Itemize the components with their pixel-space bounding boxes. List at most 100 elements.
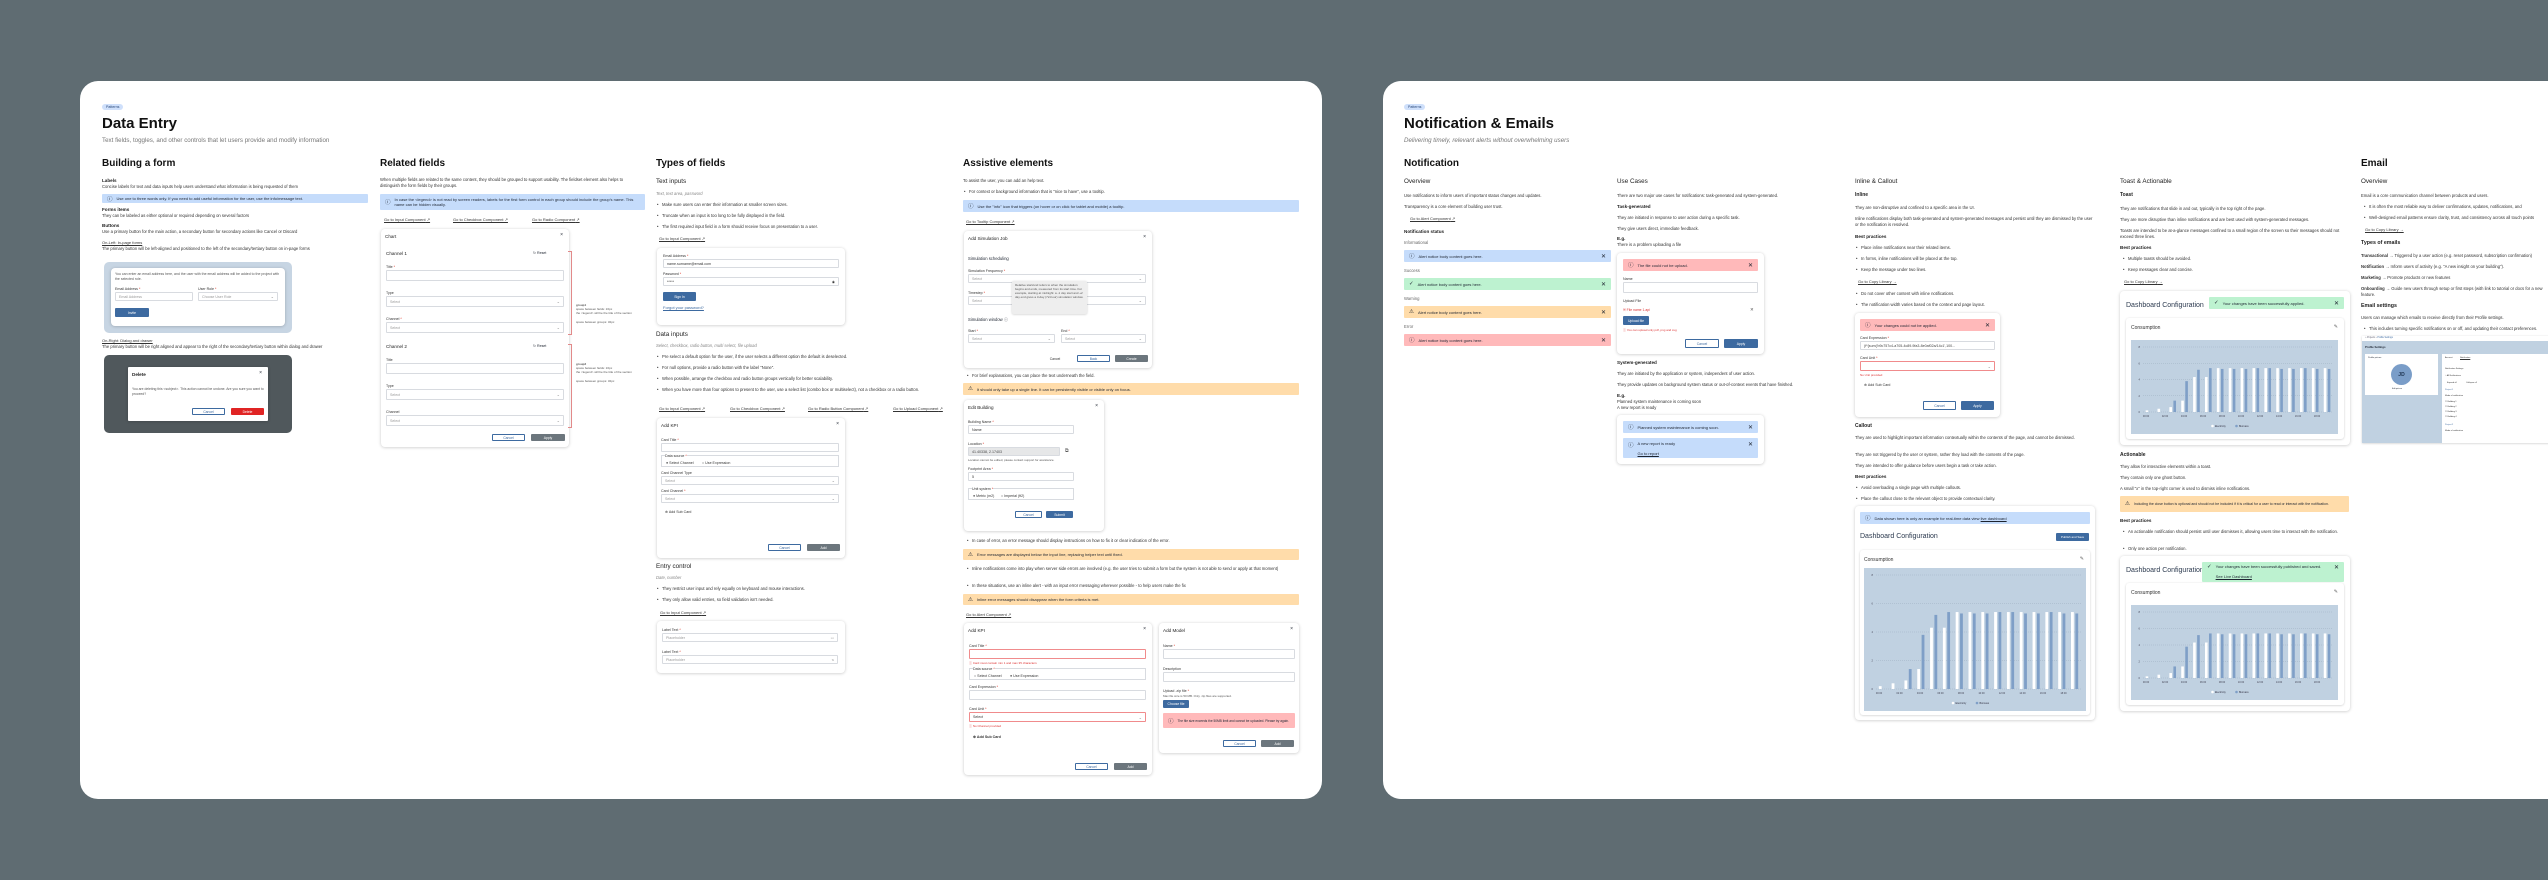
cancel-button[interactable]: Cancel bbox=[492, 434, 525, 441]
collapse-all-button[interactable]: Collapse all bbox=[2466, 382, 2477, 384]
add-button[interactable]: Add bbox=[1261, 740, 1294, 747]
password-input[interactable]: ***** ◉ bbox=[663, 277, 839, 286]
field-input[interactable]: Select bbox=[386, 296, 564, 307]
sign-in-button[interactable]: Sign In bbox=[663, 292, 696, 301]
copy-library-link[interactable]: Go to Copy Library → bbox=[2365, 227, 2404, 232]
publish-save-button[interactable]: Publish and Save bbox=[2056, 533, 2089, 541]
close-icon[interactable]: × bbox=[1095, 403, 1098, 409]
radio-component-link[interactable]: Go to Radio Button Component ↗ bbox=[808, 406, 869, 411]
channel-select[interactable]: Select bbox=[661, 494, 839, 503]
close-icon[interactable]: × bbox=[1143, 234, 1146, 240]
upload-file-button[interactable]: Upload file bbox=[1623, 316, 1649, 325]
add-button[interactable]: Add bbox=[807, 544, 840, 551]
stepper-icon[interactable]: ⇅ bbox=[831, 657, 834, 662]
input-component-link[interactable]: Go to Input Component ↗ bbox=[660, 610, 707, 615]
go-to-report-link[interactable]: Go to report bbox=[1637, 451, 1659, 456]
upload-component-link[interactable]: Go to Upload Component ↗ bbox=[893, 406, 943, 411]
apply-button[interactable]: Apply bbox=[1724, 339, 1758, 348]
cancel-button[interactable]: Cancel bbox=[1685, 339, 1719, 348]
cancel-button[interactable]: Cancel bbox=[1923, 401, 1956, 410]
expand-all-button[interactable]: Expand all bbox=[2447, 382, 2457, 384]
reset-button[interactable]: ↻ Reset bbox=[533, 251, 547, 255]
tab-account[interactable]: Account bbox=[2445, 357, 2453, 359]
tooltip-component-link[interactable]: Go to Tooltip Component ↗ bbox=[966, 219, 1015, 224]
card-title-input[interactable] bbox=[661, 443, 839, 452]
add-sub-card-button[interactable]: ⊕ Add Sub Card bbox=[973, 735, 1001, 739]
close-icon[interactable]: × bbox=[836, 421, 839, 427]
end-select[interactable]: Select bbox=[1061, 334, 1146, 343]
close-icon[interactable]: × bbox=[1143, 626, 1146, 632]
radio-metric[interactable]: ● Metric (m2) bbox=[973, 494, 995, 498]
close-icon[interactable]: ✕ bbox=[1600, 253, 1606, 260]
field-input[interactable]: Select bbox=[386, 322, 564, 333]
description-input[interactable] bbox=[1163, 672, 1295, 682]
edit-icon[interactable]: ✎ bbox=[2079, 556, 2084, 562]
role-select[interactable]: Choose User Role bbox=[198, 292, 278, 301]
close-icon[interactable]: ✕ bbox=[1600, 309, 1606, 316]
name-input[interactable] bbox=[1163, 649, 1295, 659]
copy-library-link[interactable]: Go to Copy Library → bbox=[1858, 279, 1897, 284]
calendar-icon[interactable]: ▭ bbox=[830, 635, 834, 640]
alert-component-link[interactable]: Go to Alert Component ↗ bbox=[1410, 216, 1456, 221]
radio-use-expression[interactable]: ● Use Expression bbox=[1010, 674, 1039, 678]
email-input[interactable]: name.surname@email.com bbox=[663, 259, 839, 268]
checkbox[interactable]: ☐ Building 1 bbox=[2445, 401, 2457, 403]
name-input[interactable] bbox=[1623, 282, 1758, 293]
edit-icon[interactable]: ✎ bbox=[2333, 324, 2338, 330]
radio-component-link[interactable]: Go to Radio Component ↗ bbox=[532, 217, 580, 222]
add-sub-card-button[interactable]: ⊕ Add Sub Card bbox=[1864, 383, 1891, 387]
on-left-link[interactable]: On-Left: In-page forms bbox=[102, 240, 143, 245]
close-icon[interactable]: × bbox=[1290, 626, 1293, 632]
input-component-link[interactable]: Go to Input Component ↗ bbox=[384, 217, 431, 222]
checkbox-component-link[interactable]: Go to Checkbox Component ↗ bbox=[453, 217, 508, 222]
field-input[interactable]: Select bbox=[386, 389, 564, 400]
input-component-link[interactable]: Go to Input Component ↗ bbox=[659, 236, 706, 241]
close-icon[interactable]: ✕ bbox=[1600, 337, 1606, 344]
choose-file-button[interactable]: Choose file bbox=[1163, 700, 1189, 708]
date-input[interactable]: Placeholder ▭ bbox=[662, 633, 838, 642]
close-icon[interactable]: × bbox=[259, 370, 262, 376]
edit-picture-link[interactable]: Edit picture bbox=[2392, 388, 2403, 390]
add-sub-card-button[interactable]: ⊕ Add Sub Card bbox=[665, 510, 692, 514]
radio-select-channel[interactable]: ● Select Channel bbox=[666, 461, 694, 465]
close-icon[interactable]: ✕ bbox=[2333, 565, 2339, 571]
on-right-link[interactable]: On-Right: Dialog and drawer bbox=[102, 338, 153, 343]
cancel-button[interactable]: Cancel bbox=[1223, 740, 1256, 747]
cancel-button[interactable]: Cancel bbox=[1015, 511, 1042, 518]
close-icon[interactable]: ✕ bbox=[2333, 300, 2339, 307]
invite-button[interactable]: Invite bbox=[115, 308, 149, 317]
reset-button[interactable]: ↻ Reset bbox=[533, 344, 547, 348]
cancel-button[interactable]: Cancel bbox=[192, 408, 225, 415]
checkbox[interactable]: ☐ Building 4 bbox=[2445, 416, 2457, 418]
close-icon[interactable]: ✕ bbox=[1747, 442, 1753, 448]
close-icon[interactable]: × bbox=[560, 232, 563, 238]
card-unit-select[interactable] bbox=[1860, 361, 1995, 371]
cancel-button[interactable]: Cancel bbox=[1049, 356, 1061, 361]
card-unit-select[interactable]: Select bbox=[969, 712, 1146, 722]
submit-button[interactable]: Submit bbox=[1046, 511, 1073, 518]
channel-type-select[interactable]: Select bbox=[661, 476, 839, 485]
building-name-input[interactable]: Name bbox=[968, 425, 1074, 434]
checkbox[interactable]: ☐ Building 2 bbox=[2445, 406, 2457, 408]
cancel-button[interactable]: Cancel bbox=[1075, 763, 1108, 770]
eye-icon[interactable]: ◉ bbox=[831, 279, 835, 284]
remove-file-icon[interactable]: ✕ bbox=[1750, 307, 1754, 312]
copy-icon[interactable]: ⧉ bbox=[1065, 448, 1069, 454]
alert-component-link[interactable]: Go to Alert Component ↗ bbox=[966, 612, 1012, 617]
live-dashboard-link[interactable]: live dashboard bbox=[1980, 515, 2007, 521]
all-notifications-toggle[interactable]: ○ All Notifications bbox=[2445, 375, 2461, 377]
close-icon[interactable]: ✕ bbox=[1600, 281, 1606, 288]
card-title-input[interactable] bbox=[969, 649, 1146, 659]
apply-button[interactable]: Apply bbox=[531, 434, 565, 441]
forgot-password-link[interactable]: Forgot your password? bbox=[663, 305, 704, 310]
tab-notification[interactable]: Notification bbox=[2460, 357, 2471, 359]
back-button[interactable]: Back bbox=[1077, 355, 1110, 362]
create-button[interactable]: Create bbox=[1115, 355, 1148, 362]
field-input[interactable] bbox=[386, 363, 564, 374]
field-input[interactable]: Select bbox=[386, 415, 564, 426]
radio-imperial[interactable]: ○ Imperial (ft2) bbox=[1001, 494, 1025, 498]
checkbox[interactable]: ☐ Building 3 bbox=[2445, 411, 2457, 413]
expression-input[interactable] bbox=[969, 690, 1146, 700]
see-live-dashboard-link[interactable]: See Live Dashboard bbox=[2215, 574, 2252, 579]
cancel-button[interactable]: Cancel bbox=[768, 544, 801, 551]
